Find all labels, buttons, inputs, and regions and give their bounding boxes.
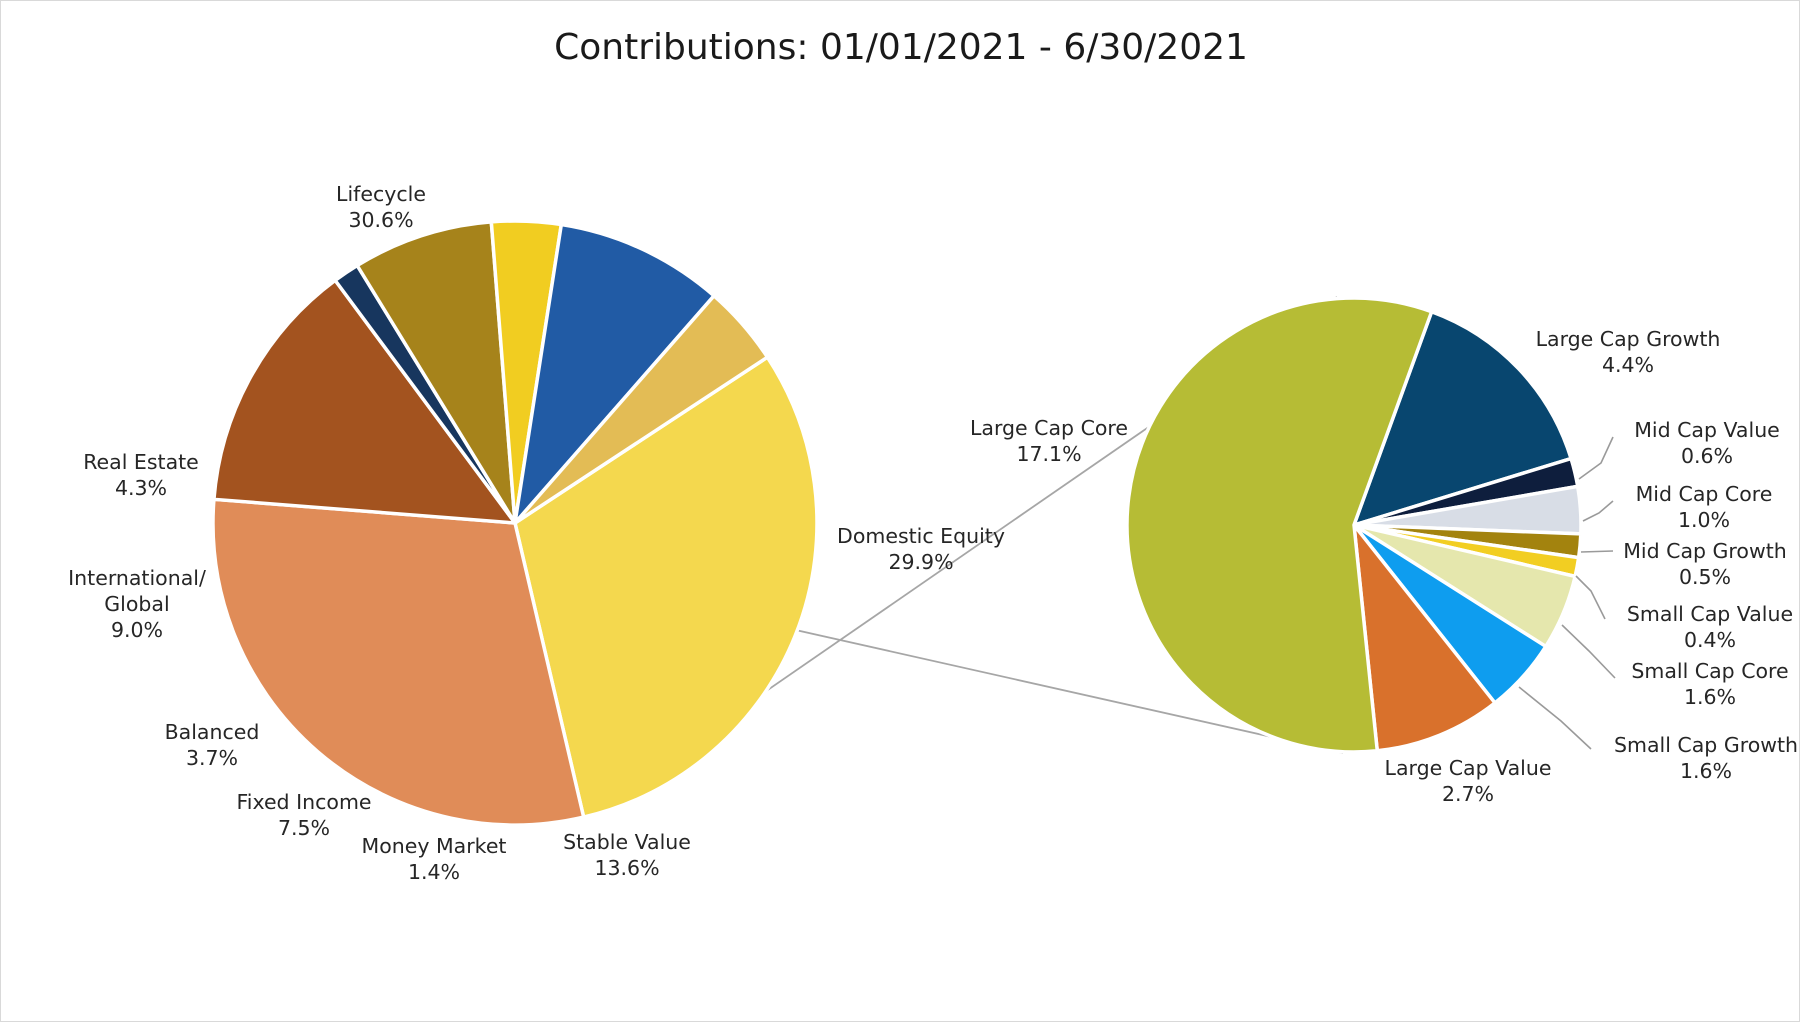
slice-label-large-cap-value: Large Cap Value 2.7% xyxy=(1385,756,1552,806)
leader-line-mid-cap-value xyxy=(1578,436,1614,480)
slice-labels: Lifecycle 30.6% Domestic Equity 29.9% Stable… xyxy=(68,182,1798,884)
main-slice-real-estate xyxy=(513,294,770,525)
slice-label-mid-cap-core: Mid Cap Core 1.0% xyxy=(1636,482,1773,532)
secondary-slice-large-cap-value xyxy=(1352,523,1497,753)
slice-label-real-estate: Real Estate 4.3% xyxy=(83,450,199,500)
leader-line-mid-cap-growth xyxy=(1580,550,1614,553)
main-slice-stable-value xyxy=(212,278,517,525)
chart-title: Contributions: 01/01/2021 - 6/30/2021 xyxy=(554,27,1248,68)
leader-lines xyxy=(1518,436,1616,750)
main-pie xyxy=(211,219,819,827)
leader-line-small-cap-value xyxy=(1575,575,1606,620)
slice-label-mid-cap-growth: Mid Cap Growth 0.5% xyxy=(1623,539,1787,589)
slice-label-domestic-equity: Domestic Equity 29.9% xyxy=(837,524,1005,574)
secondary-pie xyxy=(1125,296,1583,754)
slice-label-large-cap-core: Large Cap Core 17.1% xyxy=(970,416,1128,466)
leader-line-small-cap-growth xyxy=(1518,686,1592,750)
slice-label-stable-value: Stable Value 13.6% xyxy=(563,830,691,880)
slice-label-international-global: International/Global 9.0% xyxy=(68,566,206,642)
secondary-slice-large-cap-growth xyxy=(1352,309,1573,527)
main-slice-fixed-income xyxy=(355,220,517,525)
slice-label-mid-cap-value: Mid Cap Value 0.6% xyxy=(1634,418,1780,468)
slice-label-fixed-income: Fixed Income 7.5% xyxy=(236,790,371,840)
leader-line-mid-cap-core xyxy=(1582,500,1614,522)
main-slice-international-global xyxy=(513,222,716,525)
slice-label-small-cap-growth: Small Cap Growth 1.6% xyxy=(1614,733,1798,783)
leader-line-small-cap-core xyxy=(1561,624,1616,679)
main-slice-lifecycle xyxy=(513,355,819,819)
slice-label-money-market: Money Market 1.4% xyxy=(362,834,507,884)
secondary-slice-large-cap-core xyxy=(1125,296,1434,754)
main-slice-domestic-equity xyxy=(211,497,586,827)
slice-label-large-cap-growth: Large Cap Growth 4.4% xyxy=(1536,327,1721,377)
slice-label-small-cap-core: Small Cap Core 1.6% xyxy=(1631,659,1788,709)
slice-label-lifecycle: Lifecycle 30.6% xyxy=(336,182,426,232)
slice-label-small-cap-value: Small Cap Value 0.4% xyxy=(1627,602,1793,652)
slice-label-balanced: Balanced 3.7% xyxy=(165,720,260,770)
